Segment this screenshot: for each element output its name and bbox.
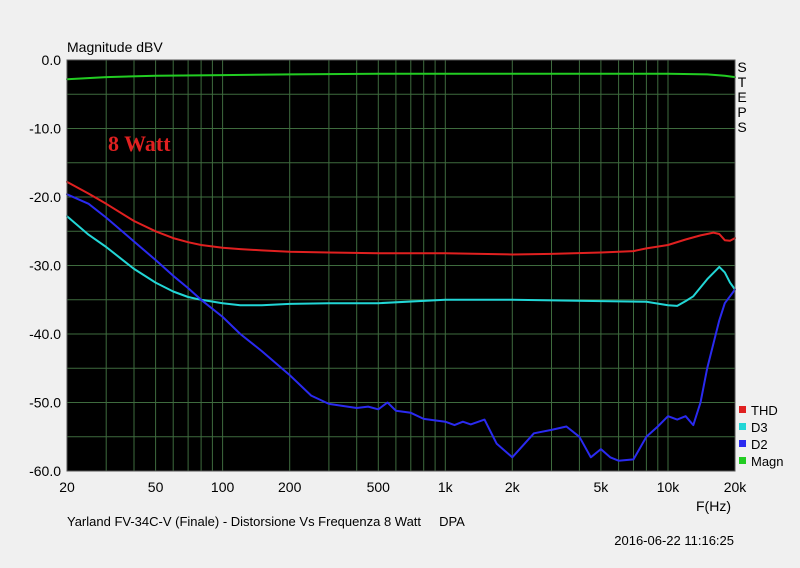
- y-axis-label: Magnitude dBV: [67, 39, 163, 55]
- y-tick-label: -40.0: [29, 326, 61, 342]
- chart-annotation: 8 Watt: [108, 131, 171, 156]
- x-tick-label: 500: [367, 479, 391, 495]
- y-tick-label: -60.0: [29, 463, 61, 479]
- side-label-char: S: [737, 59, 746, 75]
- y-tick-label: -30.0: [29, 258, 61, 274]
- legend: THD D3 D2 Magn: [739, 403, 784, 469]
- series-line-thd: [66, 180, 736, 256]
- legend-swatch: [739, 457, 746, 464]
- series-line-magn: [66, 72, 736, 81]
- side-label-char: P: [737, 104, 746, 120]
- y-tick-label: -50.0: [29, 395, 61, 411]
- timestamp: 2016-06-22 11:16:25: [614, 533, 734, 548]
- x-tick-label: 20k: [724, 479, 748, 495]
- legend-label: Magn: [751, 454, 784, 469]
- y-tick-label: 0.0: [42, 52, 62, 68]
- side-label-char: E: [737, 89, 746, 105]
- legend-swatch: [739, 423, 746, 430]
- x-tick-labels: 20 50 100 200 500 1k 2k 5k 10k 20k: [59, 479, 747, 495]
- x-tick-label: 10k: [657, 479, 681, 495]
- x-tick-label: 2k: [505, 479, 521, 495]
- y-tick-label: -20.0: [29, 189, 61, 205]
- series-line-d3: [66, 215, 736, 307]
- y-tick-labels: 0.0 -10.0 -20.0 -30.0 -40.0 -50.0 -60.0: [29, 52, 61, 479]
- y-tick-label: -10.0: [29, 121, 61, 137]
- x-tick-label: 20: [59, 479, 75, 495]
- series-line-d2: [66, 193, 736, 462]
- grid: [66, 59, 736, 472]
- legend-label: THD: [751, 403, 778, 418]
- x-tick-label: 100: [211, 479, 235, 495]
- chart-caption: Yarland FV-34C-V (Finale) - Distorsione …: [67, 514, 465, 529]
- x-tick-label: 5k: [594, 479, 610, 495]
- legend-swatch: [739, 406, 746, 413]
- side-label-char: S: [737, 119, 746, 135]
- x-tick-label: 200: [278, 479, 302, 495]
- series-layer: [66, 72, 736, 462]
- x-tick-label: 50: [148, 479, 164, 495]
- legend-label: D2: [751, 437, 768, 452]
- legend-swatch: [739, 440, 746, 447]
- side-label-char: T: [738, 74, 747, 90]
- x-tick-label: 1k: [438, 479, 454, 495]
- x-axis-label: F(Hz): [696, 498, 731, 514]
- legend-label: D3: [751, 420, 768, 435]
